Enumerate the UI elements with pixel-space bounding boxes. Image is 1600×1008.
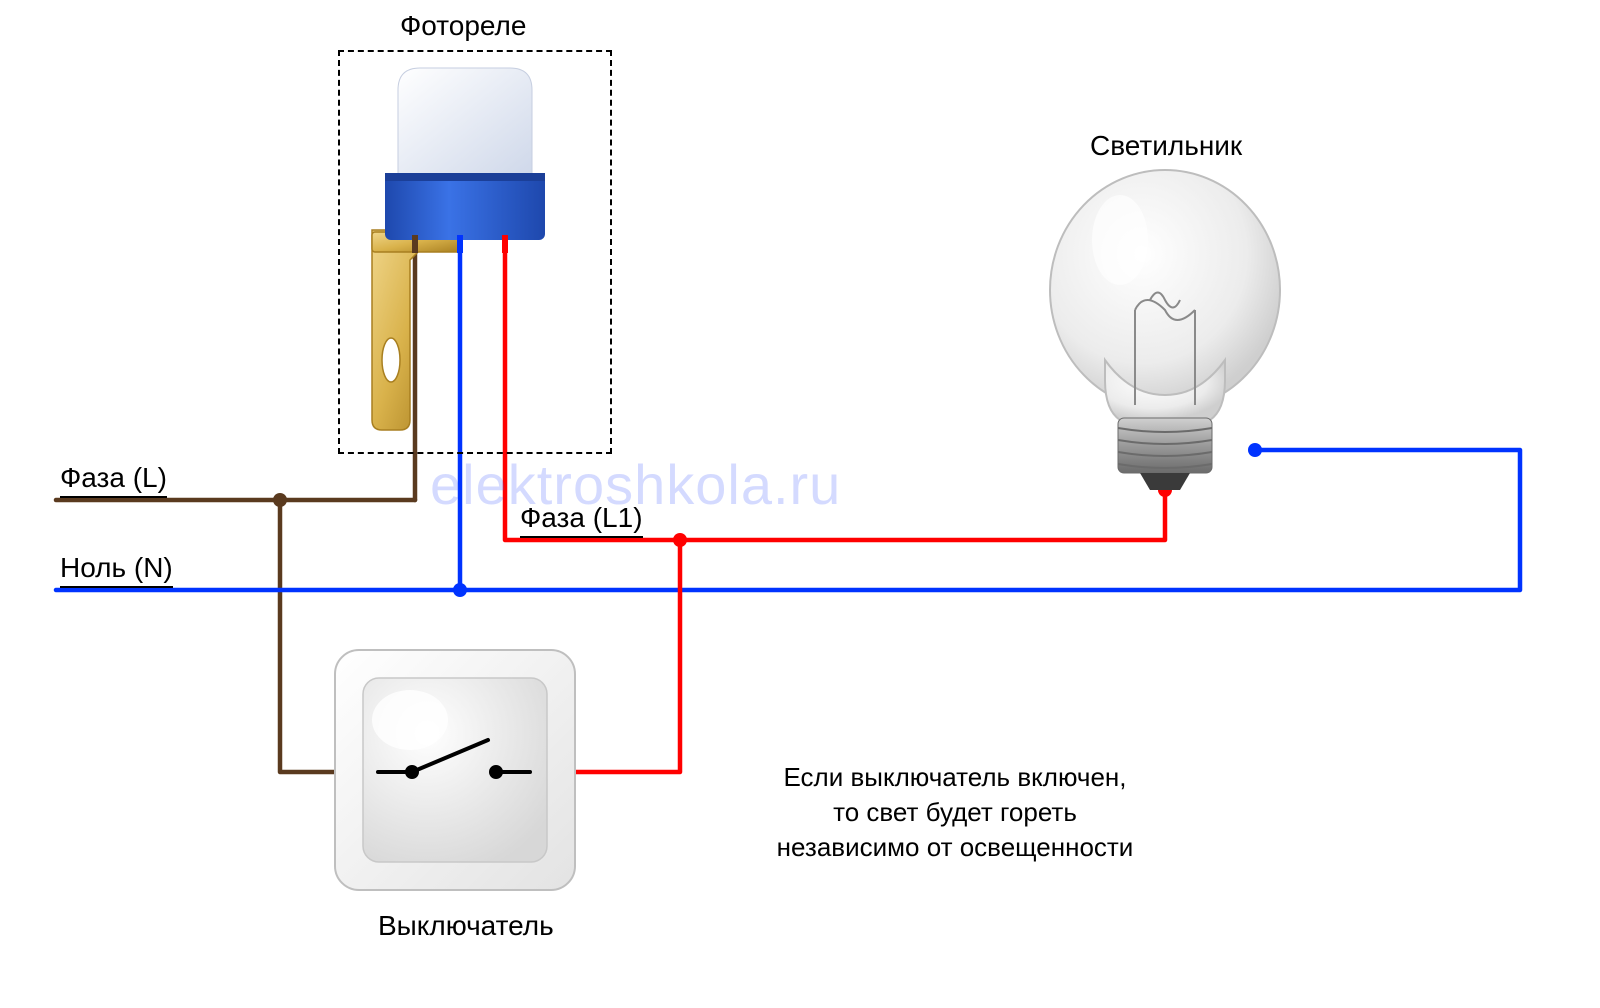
lamp-title: Светильник bbox=[1090, 130, 1242, 162]
switch-device bbox=[335, 650, 575, 890]
note-line-2: то свет будет гореть bbox=[833, 797, 1077, 827]
photorelay-title: Фотореле bbox=[400, 10, 526, 42]
photorelay-box bbox=[338, 50, 612, 454]
lamp-base bbox=[1118, 418, 1212, 490]
lamp-device bbox=[1050, 170, 1280, 490]
neutral-N-label: Ноль (N) bbox=[60, 552, 173, 588]
note-line-1: Если выключатель включен, bbox=[784, 762, 1127, 792]
node-lamp-blue bbox=[1248, 443, 1262, 457]
switch-title: Выключатель bbox=[378, 910, 554, 942]
watermark-text: elektroshkola.ru bbox=[430, 452, 841, 517]
node-brown-junction bbox=[273, 493, 287, 507]
note-line-3: независимо от освещенности bbox=[777, 832, 1134, 862]
note-text: Если выключатель включен, то свет будет … bbox=[725, 760, 1185, 865]
diagram-stage: Фотореле Светильник Фаза (L) Ноль (N) Фа… bbox=[0, 0, 1600, 1008]
node-blue-junction bbox=[453, 583, 467, 597]
phase-L-label: Фаза (L) bbox=[60, 462, 167, 498]
node-red-junction bbox=[673, 533, 687, 547]
